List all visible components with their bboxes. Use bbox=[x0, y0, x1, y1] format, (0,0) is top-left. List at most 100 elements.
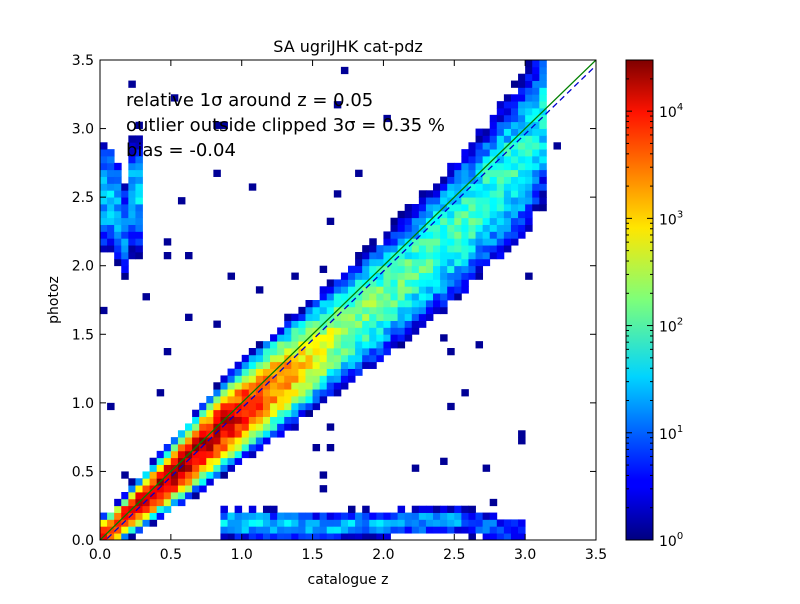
heatmap-cell bbox=[362, 361, 370, 369]
heatmap-cell bbox=[369, 300, 377, 308]
heatmap-cell bbox=[255, 423, 264, 431]
heatmap-cell bbox=[284, 368, 292, 376]
heatmap-cell bbox=[433, 293, 441, 301]
heatmap-cell bbox=[454, 505, 462, 513]
heatmap-cell bbox=[525, 217, 533, 225]
heatmap-cell bbox=[270, 348, 278, 356]
heatmap-cell bbox=[383, 327, 391, 335]
heatmap-cell bbox=[525, 176, 533, 184]
heatmap-cell bbox=[433, 512, 441, 520]
heatmap-cell bbox=[234, 423, 243, 431]
y-tick-label: 2.5 bbox=[72, 190, 94, 206]
heatmap-cell bbox=[503, 135, 512, 143]
heatmap-cell bbox=[447, 265, 455, 273]
heatmap-cell bbox=[390, 238, 398, 246]
heatmap-cell bbox=[255, 409, 264, 417]
heatmap-cell bbox=[333, 286, 342, 294]
heatmap-cell bbox=[489, 135, 498, 143]
heatmap-cell bbox=[262, 533, 271, 540]
heatmap-cell bbox=[340, 66, 349, 75]
heatmap-cell bbox=[440, 176, 448, 184]
heatmap-cell bbox=[482, 217, 491, 225]
heatmap-cell bbox=[312, 402, 321, 411]
heatmap-cell bbox=[489, 169, 498, 177]
heatmap-cell bbox=[220, 512, 228, 520]
heatmap-cell bbox=[199, 471, 207, 479]
heatmap-cell bbox=[510, 94, 519, 102]
heatmap-cell bbox=[135, 231, 143, 239]
heatmap-cell bbox=[114, 169, 122, 177]
heatmap-cell bbox=[262, 409, 271, 417]
heatmap-cell bbox=[163, 457, 172, 465]
heatmap-cell bbox=[355, 526, 363, 534]
heatmap-cell bbox=[496, 142, 505, 150]
heatmap-cell bbox=[177, 464, 186, 472]
heatmap-cell bbox=[525, 210, 533, 219]
heatmap-cell bbox=[227, 375, 236, 383]
heatmap-cell bbox=[355, 361, 363, 369]
heatmap-cell bbox=[440, 265, 448, 273]
heatmap-cell bbox=[121, 492, 129, 500]
heatmap-cell bbox=[270, 430, 278, 438]
heatmap-cell bbox=[255, 533, 264, 540]
heatmap-cell bbox=[447, 519, 455, 527]
heatmap-cell bbox=[199, 430, 207, 438]
heatmap-cell bbox=[383, 286, 391, 294]
heatmap-cell bbox=[326, 327, 335, 335]
heatmap-cell bbox=[503, 101, 512, 109]
heatmap-cell bbox=[433, 279, 441, 287]
heatmap-cell bbox=[326, 382, 335, 390]
heatmap-cell bbox=[376, 348, 384, 356]
heatmap-cell bbox=[255, 402, 264, 411]
heatmap-cell bbox=[291, 423, 299, 431]
heatmap-cell bbox=[510, 156, 519, 164]
heatmap-cell bbox=[121, 217, 129, 225]
heatmap-cell bbox=[496, 162, 505, 171]
heatmap-cell bbox=[213, 416, 221, 424]
heatmap-cell bbox=[418, 231, 427, 239]
heatmap-cell bbox=[234, 512, 243, 520]
heatmap-cell bbox=[383, 279, 391, 287]
heatmap-cell bbox=[185, 485, 193, 493]
heatmap-cell bbox=[503, 238, 512, 246]
heatmap-cell bbox=[177, 492, 186, 500]
heatmap-cell bbox=[121, 533, 129, 540]
heatmap-cell bbox=[142, 293, 150, 301]
heatmap-cell bbox=[355, 169, 363, 177]
heatmap-cell bbox=[241, 389, 250, 397]
heatmap-cell bbox=[404, 286, 413, 294]
heatmap-cell bbox=[404, 279, 413, 287]
heatmap-cell bbox=[369, 265, 377, 273]
heatmap-cell bbox=[340, 279, 349, 287]
heatmap-cell bbox=[482, 197, 491, 205]
heatmap-cell bbox=[482, 156, 491, 164]
heatmap-cell bbox=[482, 533, 491, 540]
heatmap-cell bbox=[376, 526, 384, 534]
heatmap-cell bbox=[503, 169, 512, 177]
heatmap-cell bbox=[255, 348, 264, 356]
heatmap-cell bbox=[355, 334, 363, 342]
heatmap-cell bbox=[348, 375, 356, 383]
heatmap-cell bbox=[376, 300, 384, 308]
heatmap-cell bbox=[539, 176, 547, 184]
heatmap-cell bbox=[348, 505, 356, 513]
heatmap-cell bbox=[397, 313, 406, 321]
x-axis: 0.0 0.5 1.0 1.5 2.0 2.5 3.0 3.5 bbox=[89, 60, 607, 563]
heatmap-cell bbox=[447, 258, 455, 267]
heatmap-cell bbox=[447, 183, 455, 191]
y-axis-label: photoz bbox=[46, 276, 62, 324]
heatmap-cell bbox=[468, 210, 476, 219]
y-tick-label: 3.0 bbox=[72, 122, 94, 138]
heatmap-cell bbox=[454, 217, 462, 225]
heatmap-cell bbox=[107, 519, 115, 527]
heatmap-cell bbox=[220, 409, 228, 417]
heatmap-cell bbox=[383, 114, 391, 123]
y-tick-label: 1.0 bbox=[72, 396, 94, 412]
heatmap-cell bbox=[503, 533, 512, 540]
heatmap-cell bbox=[454, 286, 462, 294]
heatmap-cell bbox=[355, 512, 363, 520]
heatmap-cell bbox=[298, 389, 306, 397]
heatmap-cell bbox=[192, 471, 200, 479]
heatmap-cell bbox=[539, 101, 547, 109]
heatmap-cell bbox=[525, 94, 533, 102]
